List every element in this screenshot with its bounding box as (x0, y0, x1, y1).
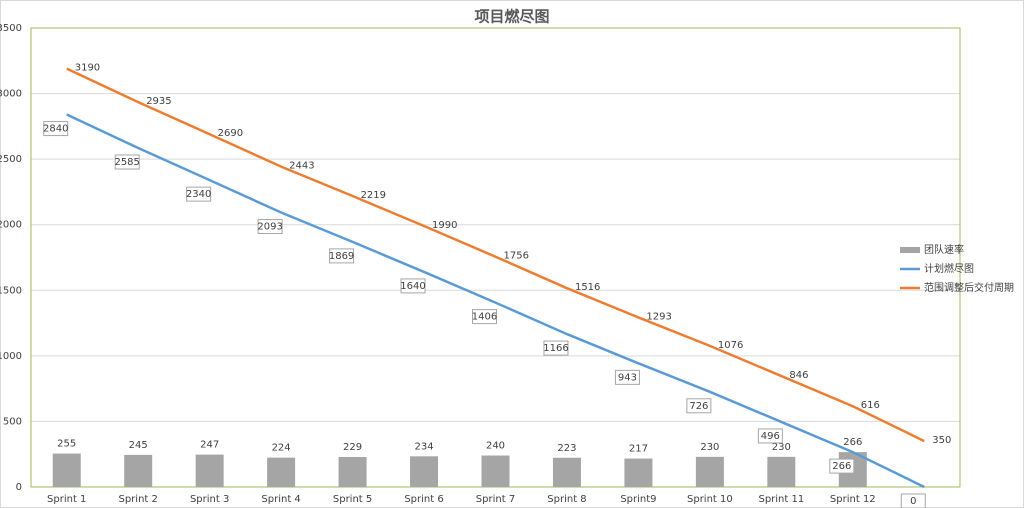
data-label: 2340 (186, 189, 211, 200)
data-label-box (543, 340, 569, 356)
bar-value-label: 247 (200, 440, 219, 451)
bar-value-label: 266 (843, 437, 862, 448)
data-label: 3190 (75, 63, 100, 74)
data-label: 1076 (718, 340, 743, 351)
y-tick-label: 1500 (0, 285, 22, 296)
bar-value-label: 255 (57, 439, 76, 450)
x-tick-label: Sprint 10 (687, 494, 733, 505)
bar (124, 454, 153, 487)
x-tick-label: Sprint 5 (333, 494, 372, 505)
bar (481, 455, 510, 487)
legend-label: 计划燃尽图 (924, 262, 974, 275)
data-label-box (757, 428, 783, 444)
data-label-box (472, 309, 497, 325)
data-label-box (686, 398, 712, 414)
bar (695, 456, 724, 487)
bar-value-label: 230 (700, 442, 719, 453)
legend-label: 范围调整后交付周期 (924, 281, 1014, 294)
bar-value-label: 217 (629, 444, 648, 455)
bar (624, 458, 653, 487)
data-label: 2690 (218, 128, 243, 139)
x-tick-label: Sprint 4 (261, 494, 300, 505)
y-tick-label: 3000 (0, 89, 22, 100)
data-label-box (186, 186, 212, 202)
bar (338, 456, 367, 487)
data-label-box (329, 248, 355, 264)
x-tick-label: Sprint9 (620, 494, 656, 505)
x-tick-label: Sprint 7 (476, 494, 515, 505)
bar (552, 457, 581, 487)
x-tick-label: Sprint 6 (404, 494, 443, 505)
data-label: 616 (861, 400, 880, 411)
data-label: 726 (689, 401, 708, 412)
bar (195, 454, 224, 487)
data-label: 2840 (43, 124, 68, 135)
y-tick-label: 2500 (0, 154, 22, 165)
bar-value-label: 229 (343, 442, 362, 453)
bar (767, 456, 796, 487)
data-label: 2585 (114, 157, 139, 168)
data-label-box (829, 458, 855, 474)
data-label: 1406 (472, 312, 497, 323)
data-label: 1990 (432, 220, 457, 231)
data-label: 846 (789, 370, 808, 381)
data-label-box (400, 278, 426, 294)
y-tick-label: 2000 (0, 220, 22, 231)
bar (52, 453, 81, 487)
data-label: 350 (932, 435, 951, 446)
data-label: 266 (832, 461, 851, 472)
chart-title: 项目燃尽图 (474, 8, 549, 26)
x-tick-label: Sprint 12 (830, 494, 876, 505)
data-label: 1166 (543, 343, 568, 354)
data-label: 496 (761, 431, 780, 442)
data-label: 943 (618, 372, 637, 383)
bar-value-label: 234 (414, 441, 433, 452)
x-tick-label: Sprint 11 (758, 494, 804, 505)
y-tick-label: 500 (3, 416, 22, 427)
y-tick-label: 1000 (0, 351, 22, 362)
line (66, 67, 925, 443)
bar-value-label: 224 (272, 443, 291, 454)
data-label: 1756 (504, 251, 529, 262)
bar-value-label: 240 (486, 441, 505, 452)
bar (267, 457, 296, 487)
data-label: 2443 (289, 161, 314, 172)
data-label: 2093 (257, 222, 282, 233)
data-label: 2935 (146, 96, 171, 107)
x-tick-label: Sprint 1 (47, 494, 86, 505)
bar (410, 456, 439, 487)
y-tick-label: 0 (16, 482, 22, 493)
bar-value-label: 245 (129, 440, 148, 451)
y-tick-label: 3500 (0, 23, 22, 34)
data-label-box (257, 219, 283, 235)
line (66, 113, 925, 489)
data-label: 1516 (575, 282, 600, 293)
x-tick-label: Sprint 3 (190, 494, 229, 505)
data-label-box (900, 493, 926, 508)
x-tick-label: Sprint 8 (547, 494, 586, 505)
data-label-box (114, 154, 140, 170)
bar-value-label: 223 (557, 443, 576, 454)
data-label: 0 (910, 496, 916, 507)
bar-value-label: 230 (772, 442, 791, 453)
data-label: 1293 (646, 311, 671, 322)
legend-swatch (900, 247, 920, 253)
data-label: 1869 (329, 251, 354, 262)
data-label: 2219 (361, 190, 386, 201)
data-label-box (614, 369, 640, 385)
data-label: 1640 (400, 281, 425, 292)
x-tick-label: Sprint 2 (118, 494, 157, 505)
legend-label: 团队速率 (924, 243, 964, 256)
data-label-box (43, 121, 69, 137)
